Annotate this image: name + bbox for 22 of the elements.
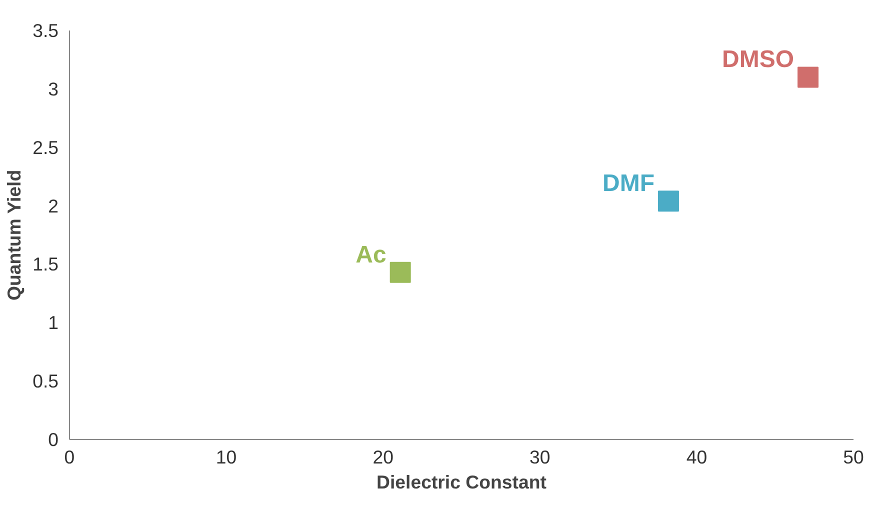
x-tick-label: 0: [64, 446, 75, 468]
x-tick-label: 40: [686, 446, 708, 468]
y-tick-label: 3.5: [32, 20, 59, 41]
series-label: DMF: [602, 170, 654, 198]
x-tick-label: 30: [530, 446, 550, 468]
x-tick-label: 20: [372, 446, 394, 468]
y-axis-title: Quantum Yield: [4, 170, 25, 300]
y-tick-label: 1: [48, 312, 59, 334]
y-tick-label: 0: [48, 429, 59, 450]
x-axis-title: Dielectric Constant: [376, 472, 547, 492]
y-tick-label: 0.5: [32, 370, 59, 392]
y-tick-label: 1.5: [32, 254, 59, 275]
x-tick-label: 50: [843, 446, 864, 468]
point: [658, 190, 679, 212]
y-tick-label: 3: [48, 78, 59, 100]
series-label: DMSO: [722, 46, 794, 74]
y-tick-label: 2: [48, 195, 59, 216]
y-tick-label: 2.5: [32, 136, 59, 158]
point: [390, 262, 411, 283]
point: [798, 66, 819, 88]
series-label: Ac: [356, 241, 386, 268]
x-tick-label: 10: [216, 446, 237, 468]
